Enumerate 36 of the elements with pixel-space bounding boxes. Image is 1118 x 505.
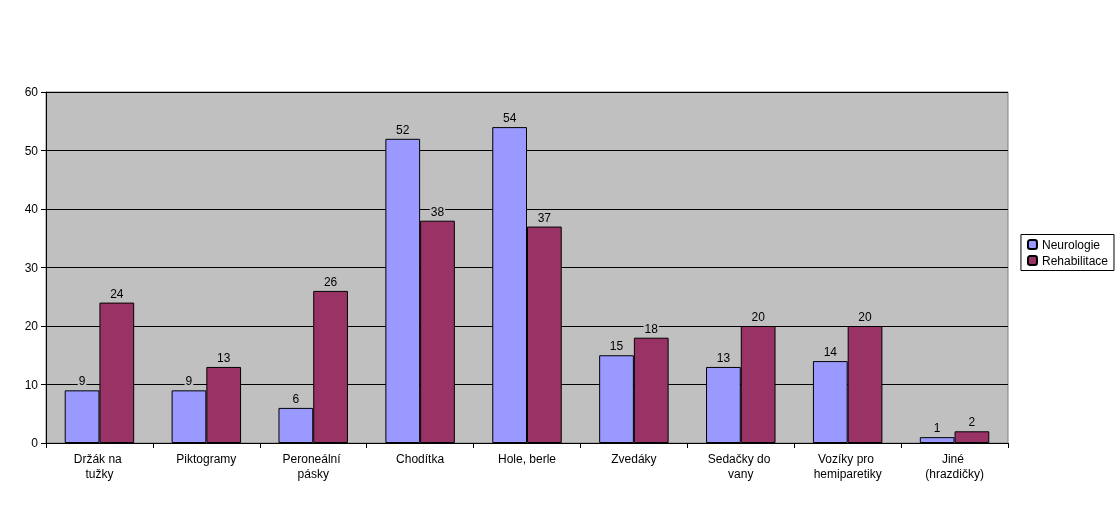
data-label: 9 — [78, 374, 86, 389]
y-tick-label: 40 — [24, 202, 39, 216]
data-label: 9 — [185, 374, 193, 389]
data-label: 13 — [716, 350, 731, 365]
data-label: 26 — [323, 274, 338, 289]
data-label: 13 — [217, 350, 231, 365]
data-label: 2 — [968, 415, 976, 430]
data-label: 1 — [933, 421, 941, 436]
data-label: 38 — [430, 204, 445, 219]
data-label: 24 — [110, 286, 124, 301]
y-tick-label: 30 — [24, 260, 39, 275]
x-tick-label: Držák na tužky — [73, 451, 126, 481]
data-label: 6 — [292, 391, 300, 406]
data-label: 14 — [823, 345, 838, 360]
legend-label: Neurologie — [1041, 237, 1101, 252]
legend-label: Rehabilitace — [1041, 253, 1109, 268]
data-label: 54 — [502, 111, 517, 126]
x-tick-label: Chodítka — [396, 451, 445, 466]
y-tick-label: 60 — [24, 85, 39, 99]
data-label: 20 — [751, 310, 766, 324]
y-tick-label: 50 — [24, 143, 39, 158]
data-label: 20 — [858, 310, 873, 324]
x-tick-label: Zvedáky — [611, 451, 657, 466]
data-label: 37 — [537, 210, 552, 225]
x-tick-label: Jiné (hrazdičky) — [925, 451, 984, 481]
data-label: 15 — [609, 339, 624, 354]
y-tick-label: 10 — [24, 377, 39, 392]
x-tick-label: Piktogramy — [176, 451, 237, 466]
x-tick-label: Peroneální pásky — [282, 451, 344, 481]
y-tick-label: 0 — [31, 436, 39, 450]
data-label: 52 — [396, 122, 410, 137]
x-tick-label: Vozíky pro hemiparetiky — [813, 451, 882, 481]
data-label: 18 — [644, 321, 659, 336]
x-tick-label: Hole, berle — [497, 451, 557, 466]
y-tick-label: 20 — [24, 319, 39, 333]
x-tick-label: Sedačky do vany — [707, 451, 774, 481]
